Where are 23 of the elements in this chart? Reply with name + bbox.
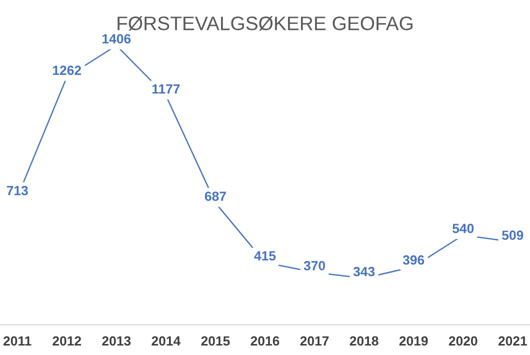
data-label: 1177 <box>152 84 180 94</box>
x-tick-label: 2020 <box>448 336 478 346</box>
data-label: 687 <box>204 192 226 201</box>
x-tick-label: 2021 <box>498 336 527 346</box>
x-tick-label: 2011 <box>3 336 32 346</box>
data-label: 415 <box>254 251 276 260</box>
data-label: 509 <box>502 230 524 240</box>
x-tick-label: 2014 <box>152 336 181 346</box>
x-tick-label: 2013 <box>102 336 131 346</box>
x-tick-label: 2017 <box>300 336 329 346</box>
data-label: 713 <box>6 186 28 196</box>
x-tick-label: 2018 <box>350 336 378 346</box>
x-tick-label: 2019 <box>399 336 428 346</box>
data-label: 343 <box>353 266 375 276</box>
x-tick-label: 2012 <box>52 336 82 346</box>
x-tick-label: 2015 <box>201 336 230 346</box>
data-label: 1406 <box>102 34 131 44</box>
data-label: 370 <box>304 261 325 270</box>
data-label: 396 <box>402 255 424 265</box>
data-label: 1262 <box>53 66 82 75</box>
chart-title: FØRSTEVALGSØKERE GEOFAG <box>118 16 412 31</box>
data-label: 540 <box>452 224 474 234</box>
x-tick-label: 2016 <box>250 336 280 346</box>
